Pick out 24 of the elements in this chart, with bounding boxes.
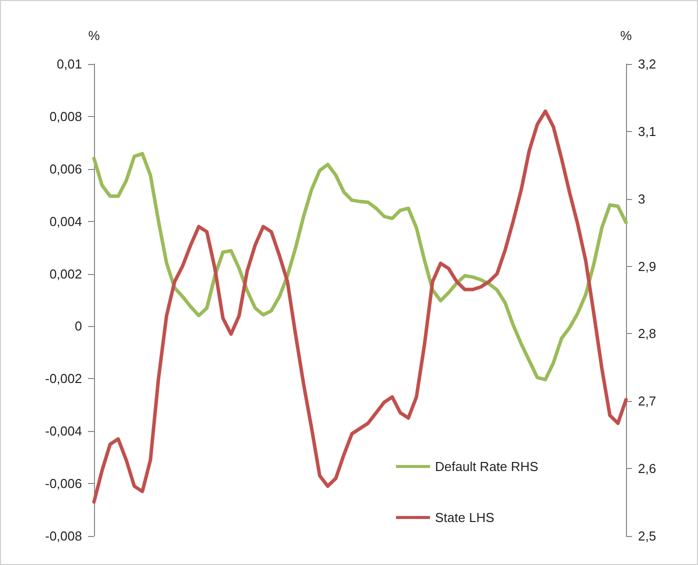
y-tick-label: -0,008	[45, 528, 82, 544]
y-tick-label: -0,002	[45, 371, 82, 386]
y2-tick-label: 3,2	[638, 56, 656, 72]
line-series	[92, 109, 628, 504]
y-tick-label: 0,006	[49, 161, 82, 176]
y-tick-label: -0,006	[45, 476, 82, 492]
y2-axis-title: %	[620, 28, 632, 43]
legend-label: State LHS	[435, 510, 495, 525]
line-series	[92, 152, 628, 382]
y-tick-label: 0,002	[49, 266, 82, 282]
y2-tick-label: 3	[638, 191, 646, 206]
y-tick-label: -0,004	[45, 424, 82, 439]
y2-tick-label: 2,8	[638, 326, 656, 342]
y-axis-title: %	[88, 28, 100, 43]
y-tick-label: 0,01	[56, 56, 82, 72]
y-tick-label: 0,008	[49, 108, 82, 124]
y2-tick-label: 2,9	[638, 258, 656, 274]
y2-tick-label: 2,7	[638, 394, 656, 409]
y2-tick-label: 2,6	[638, 461, 656, 476]
y2-tick-label: 3,1	[638, 124, 656, 139]
y-tick-label: 0,004	[49, 214, 82, 229]
y-tick-label: 0	[74, 318, 82, 334]
y2-tick-label: 2,5	[638, 528, 656, 544]
legend-label: Default Rate RHS	[435, 459, 539, 474]
